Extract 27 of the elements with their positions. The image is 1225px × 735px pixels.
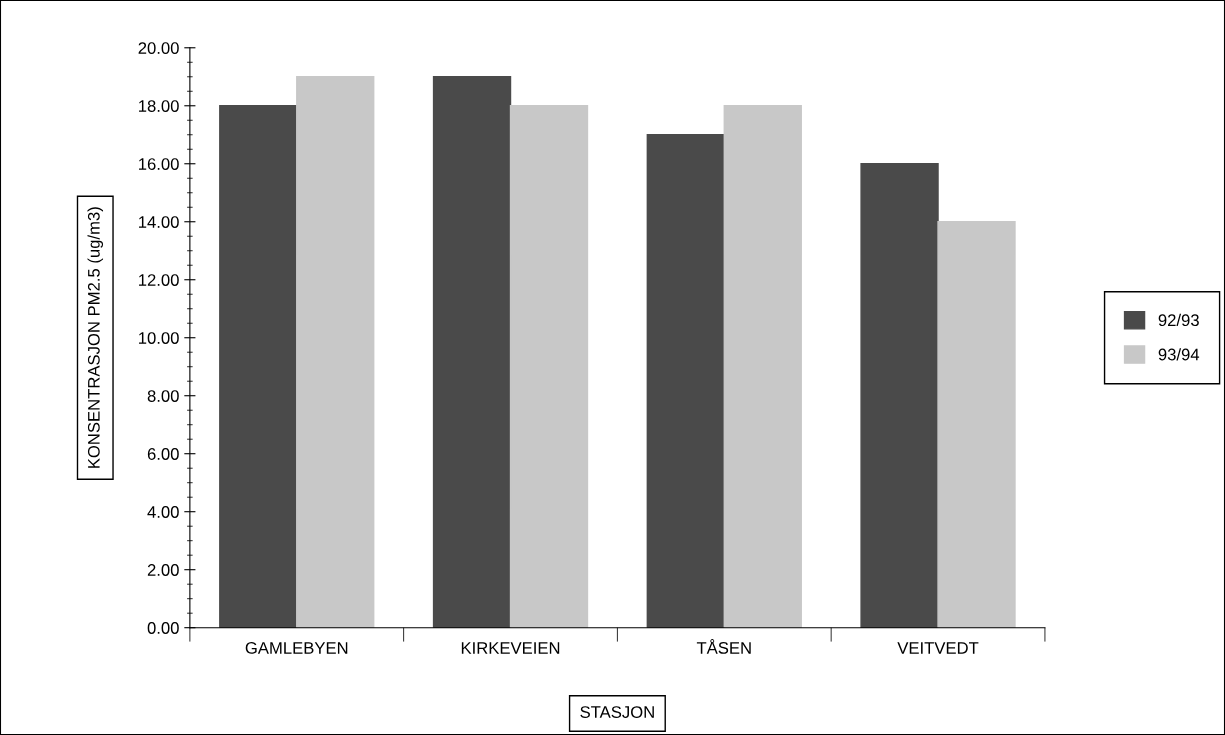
bar: [646, 134, 725, 628]
y-tick-label: 12.00: [139, 274, 179, 286]
legend-label: 92/93: [1158, 313, 1199, 327]
bar: [860, 163, 939, 628]
y-tick-label: 2.00: [147, 564, 179, 576]
bar: [296, 76, 375, 628]
x-tick-label: GAMLEBYEN: [245, 642, 348, 654]
y-axis-title: KONSENTRASJON PM2.5 (ug/m3): [87, 207, 104, 468]
bar: [219, 105, 298, 628]
x-tick-label: KIRKEVEIEN: [461, 642, 560, 654]
y-tick-label: 8.00: [147, 390, 179, 402]
x-axis-title: STASJON: [580, 706, 654, 718]
y-tick-label: 14.00: [139, 216, 179, 228]
y-tick-label: 10.00: [139, 332, 179, 344]
bar: [723, 105, 802, 628]
y-tick-label: 18.00: [139, 100, 179, 112]
x-tick-label: VEITVEDT: [897, 642, 979, 654]
legend-label: 93/94: [1158, 348, 1200, 361]
y-tick-label: 6.00: [147, 448, 179, 460]
bar: [937, 221, 1016, 628]
bar: [432, 76, 512, 628]
y-tick-label: 20.00: [138, 42, 179, 54]
y-tick-label: 16.00: [139, 158, 179, 170]
y-tick-label: 0.00: [147, 622, 179, 634]
bar: [509, 105, 589, 628]
x-tick-label: TÅSEN: [696, 639, 751, 654]
y-tick-label: 4.00: [147, 506, 179, 518]
